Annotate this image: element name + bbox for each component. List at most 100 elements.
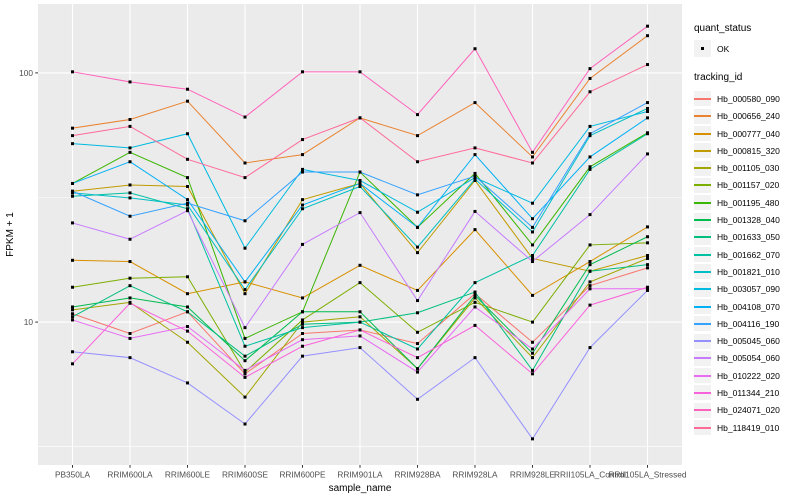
- data-point: [531, 225, 534, 229]
- legend-title-tracking-id: tracking_id: [694, 72, 743, 84]
- x-tick-label: RRII105LA_Stressed: [609, 470, 687, 480]
- data-point: [588, 90, 592, 94]
- data-point: [243, 280, 247, 284]
- legend-item-label: Hb_024071_020: [717, 405, 780, 416]
- data-point: [71, 70, 74, 74]
- data-point: [588, 280, 592, 284]
- legend-line-icon: [694, 253, 711, 256]
- legend-line-icon: [694, 340, 711, 343]
- data-point: [186, 87, 189, 91]
- x-tick-label: RRIM928LA: [452, 470, 498, 480]
- data-point: [531, 351, 534, 355]
- data-point: [588, 167, 592, 171]
- data-point: [71, 221, 74, 225]
- legend-key-swatch: [694, 160, 711, 176]
- data-point: [646, 235, 649, 239]
- y-tick-label: 10: [24, 317, 34, 327]
- data-point: [473, 174, 477, 178]
- data-point: [243, 368, 247, 372]
- legend-key-swatch: [694, 264, 711, 280]
- data-point: [416, 134, 419, 138]
- data-point: [416, 342, 419, 346]
- data-point: [358, 346, 362, 350]
- data-points: [71, 24, 649, 441]
- legend-label-ok: OK: [717, 43, 730, 54]
- data-point: [473, 305, 477, 309]
- data-point: [588, 165, 592, 169]
- data-point: [186, 381, 189, 385]
- data-point: [186, 207, 189, 211]
- black-point-icon: [700, 46, 705, 51]
- data-point: [416, 245, 419, 249]
- x-tick-label: RRII105LA_Control: [554, 470, 626, 480]
- x-tick-label: RRIM901LA: [337, 470, 383, 480]
- data-point: [128, 183, 132, 187]
- series-points-Hb_004108_070: [71, 116, 649, 284]
- legend-item-label: Hb_010222_020: [717, 370, 780, 381]
- data-point: [128, 191, 132, 195]
- data-point: [473, 209, 477, 213]
- legend-item-Hb_011344_210: Hb_011344_210: [694, 384, 800, 401]
- data-point: [416, 367, 419, 371]
- data-point: [473, 293, 477, 297]
- data-point: [358, 178, 362, 182]
- data-point: [71, 315, 74, 319]
- data-point: [128, 356, 132, 360]
- data-point: [646, 285, 649, 289]
- data-point: [588, 287, 592, 291]
- data-point: [646, 101, 649, 105]
- data-point: [243, 375, 247, 379]
- data-point: [646, 106, 649, 110]
- data-point: [243, 288, 247, 292]
- legend-line-icon: [694, 149, 711, 152]
- legend-key-swatch: [694, 402, 711, 418]
- data-point: [71, 318, 74, 322]
- data-point: [588, 67, 592, 71]
- legend-line-icon: [694, 270, 711, 273]
- data-point: [243, 161, 247, 165]
- data-point: [588, 124, 592, 128]
- legend-item-Hb_024071_020: Hb_024071_020: [694, 402, 800, 419]
- data-point: [71, 258, 74, 262]
- data-point: [301, 354, 304, 358]
- legend-line-icon: [694, 115, 711, 118]
- data-point: [646, 132, 649, 136]
- data-point: [301, 320, 304, 324]
- data-point: [243, 219, 247, 223]
- series-points-Hb_011344_210: [71, 285, 649, 379]
- data-point: [128, 150, 132, 154]
- legend-item-Hb_001328_040: Hb_001328_040: [694, 211, 800, 228]
- data-point: [416, 210, 419, 214]
- legend-key-swatch: [694, 420, 711, 436]
- legend-line-icon: [694, 236, 711, 239]
- data-point: [588, 260, 592, 264]
- data-point: [531, 347, 534, 351]
- data-point: [301, 138, 304, 142]
- data-point: [416, 347, 419, 351]
- x-tick-label: RRIM600SE: [222, 470, 269, 480]
- data-point: [358, 116, 362, 120]
- data-point: [128, 196, 132, 200]
- series-points-Hb_005045_060: [71, 288, 649, 441]
- legend-item-Hb_004116_190: Hb_004116_190: [694, 315, 800, 332]
- data-point: [531, 260, 534, 264]
- data-point: [301, 242, 304, 246]
- x-tick-label: PB350LA: [55, 470, 91, 480]
- legend-item-label: Hb_000815_320: [717, 145, 780, 156]
- data-point: [531, 217, 534, 221]
- legend-item-label: Hb_001662_070: [717, 249, 780, 260]
- data-point: [128, 118, 132, 122]
- data-point: [646, 254, 649, 258]
- data-point: [646, 263, 649, 267]
- legend-item-label: Hb_004108_070: [717, 301, 780, 312]
- data-point: [243, 115, 247, 119]
- legend-line-icon: [694, 391, 711, 394]
- data-point: [646, 266, 649, 270]
- data-point: [646, 34, 649, 38]
- data-point: [128, 331, 132, 335]
- data-point: [531, 340, 534, 344]
- data-point: [473, 296, 477, 300]
- data-point: [358, 263, 362, 267]
- data-point: [588, 134, 592, 138]
- x-tick-label: RRIM600LA: [107, 470, 153, 480]
